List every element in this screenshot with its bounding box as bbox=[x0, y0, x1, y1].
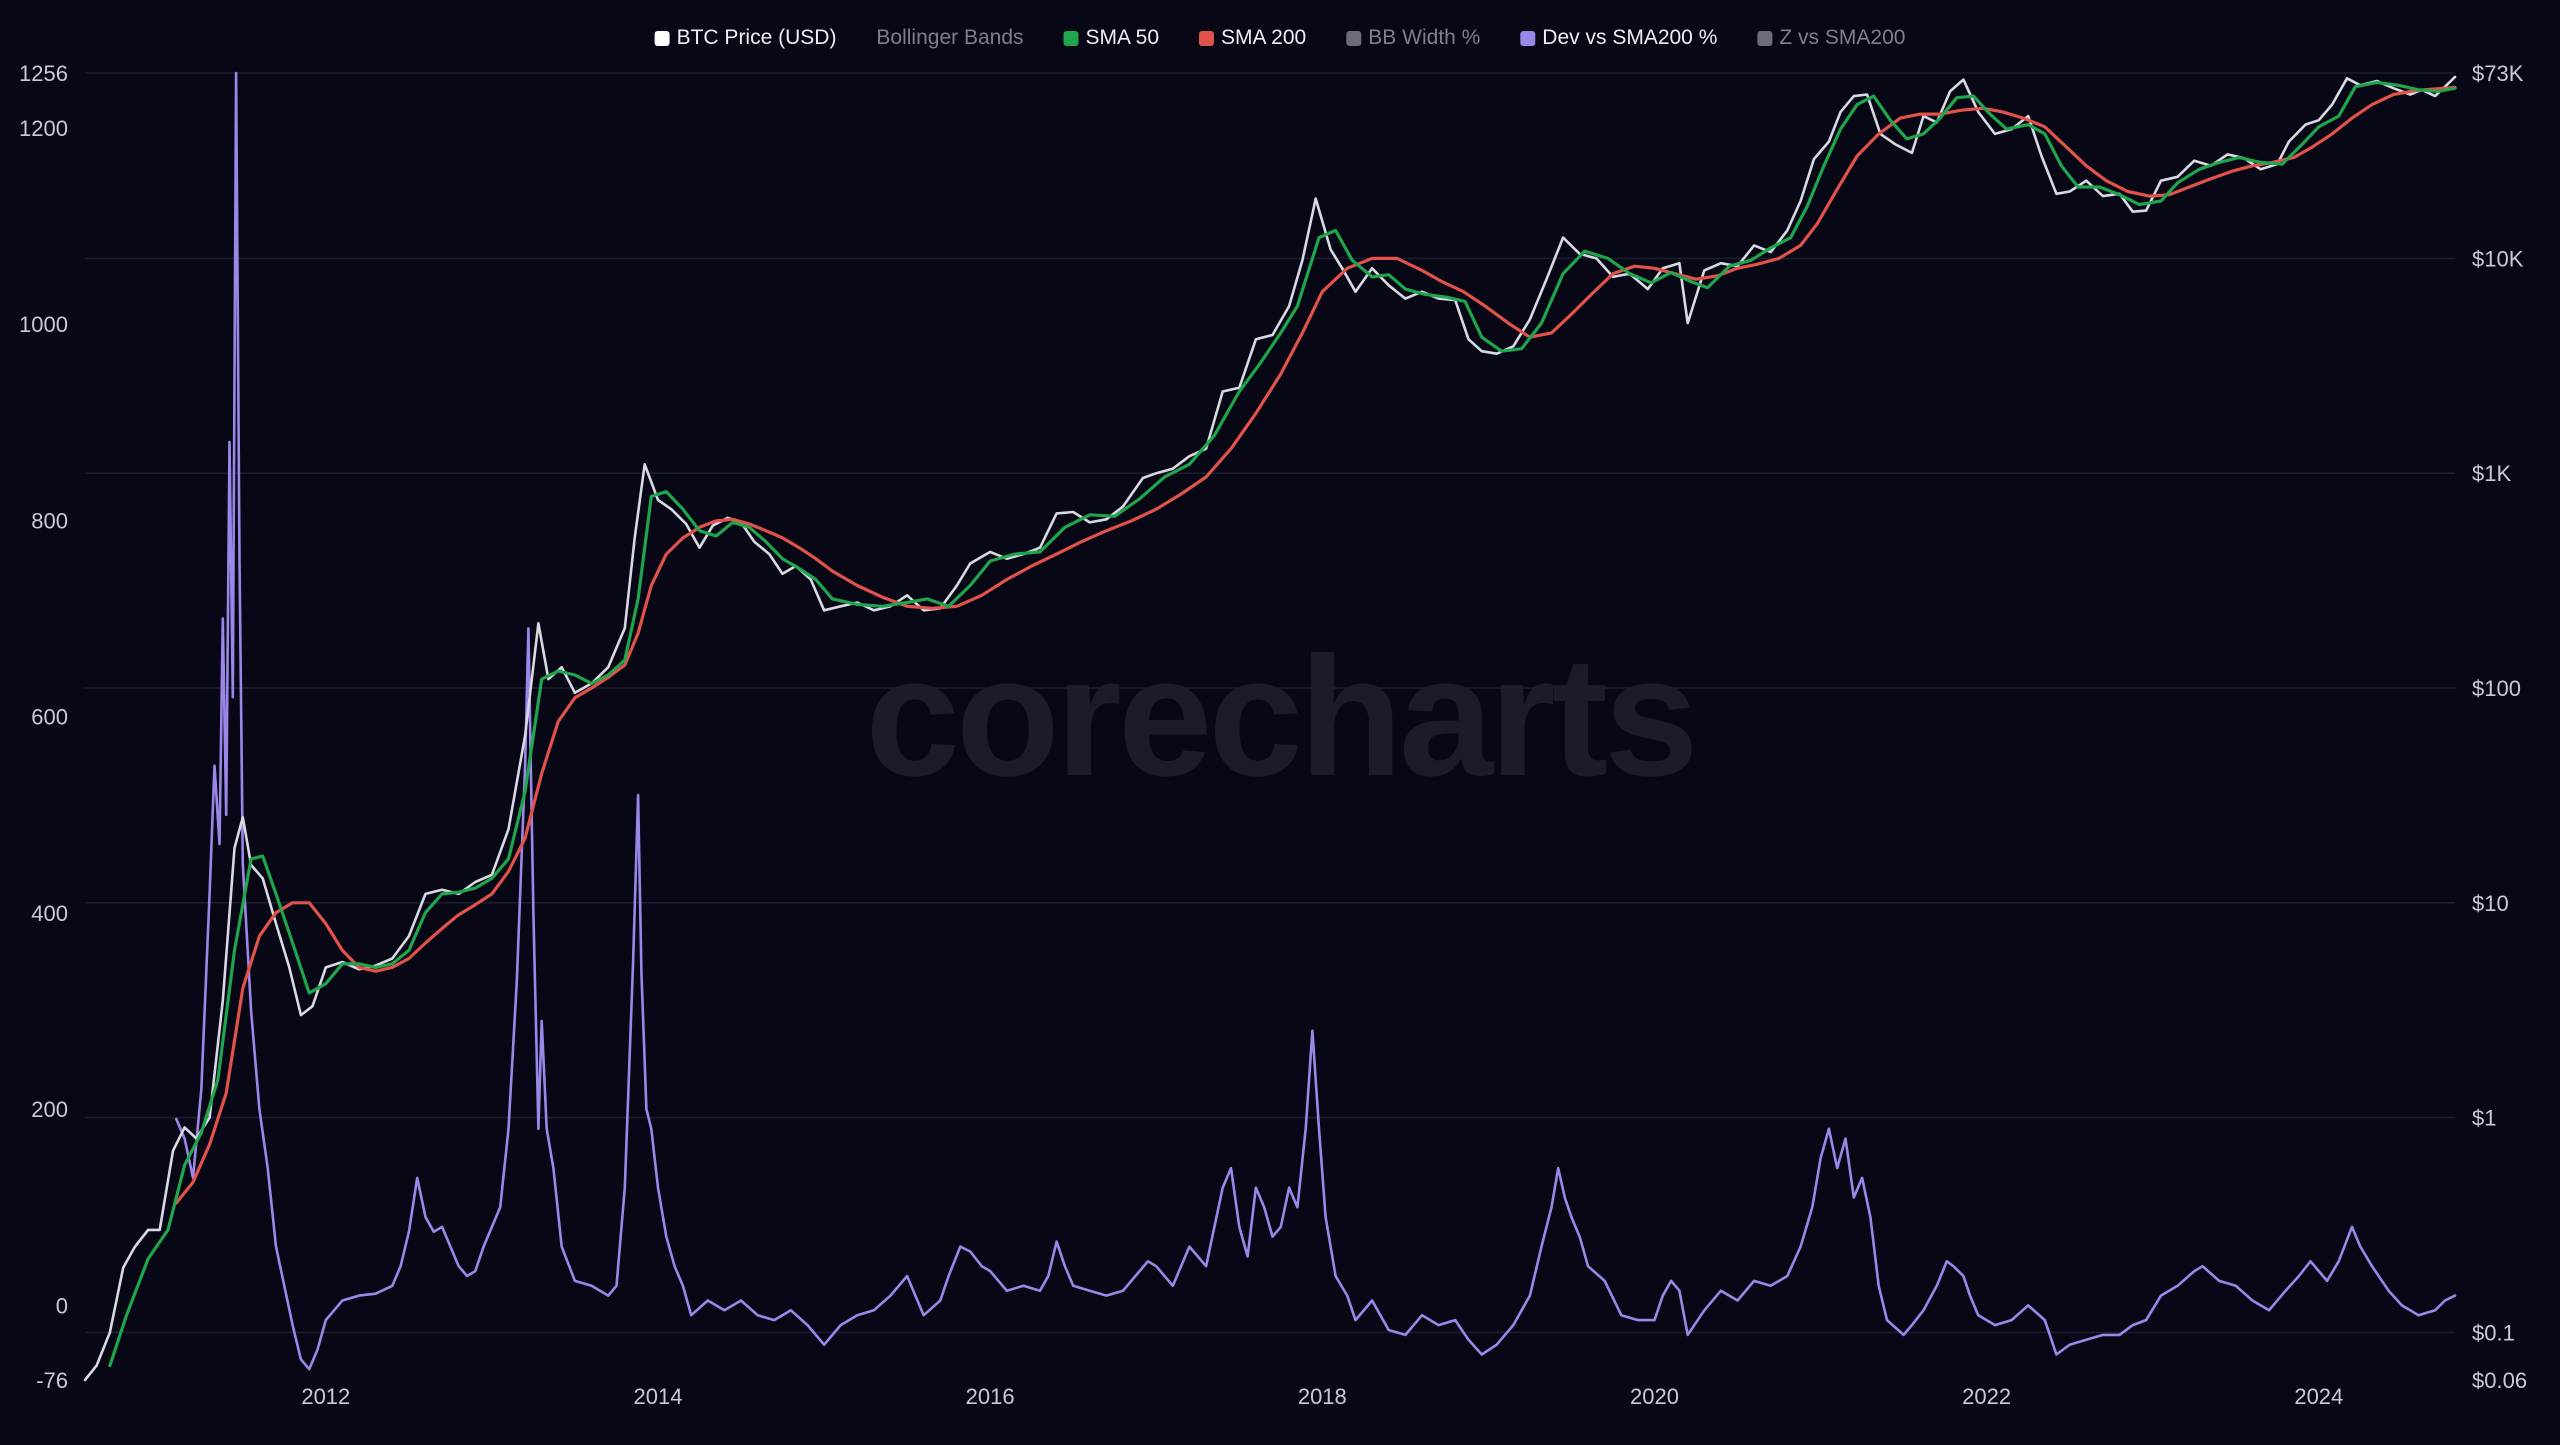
right-axis-tick-label: $0.06 bbox=[2472, 1368, 2527, 1393]
x-axis-tick-label: 2022 bbox=[1962, 1384, 2011, 1409]
x-axis-tick-label: 2012 bbox=[301, 1384, 350, 1409]
x-axis-tick-label: 2024 bbox=[2294, 1384, 2343, 1409]
legend-swatch bbox=[1757, 31, 1773, 46]
watermark-text: corecharts bbox=[865, 622, 1694, 812]
left-axis-tick-label: 1200 bbox=[19, 116, 68, 141]
legend-label: Bollinger Bands bbox=[876, 26, 1023, 49]
series-line-sma-200 bbox=[174, 85, 2457, 1205]
legend-swatch bbox=[1199, 31, 1214, 46]
series-line-btc-price-usd bbox=[83, 75, 2457, 1382]
legend-item[interactable]: Bollinger Bands bbox=[876, 26, 1023, 49]
legend-item[interactable]: BTC Price (USD) bbox=[654, 26, 837, 49]
x-axis-tick-label: 2020 bbox=[1630, 1384, 1679, 1409]
legend-label: BB Width % bbox=[1368, 26, 1480, 49]
left-axis-tick-label: 1000 bbox=[19, 312, 68, 337]
series-layer bbox=[83, 71, 2457, 1382]
x-axis-tick-label: 2014 bbox=[634, 1384, 683, 1409]
legend-label: SMA 50 bbox=[1086, 26, 1160, 49]
legend-item[interactable]: Dev vs SMA200 % bbox=[1520, 26, 1717, 49]
x-axis-tick-label: 2016 bbox=[966, 1384, 1015, 1409]
right-axis: $0.06 $0.1 $1 $10 $100 $1K $10K $73K bbox=[2472, 61, 2527, 1393]
legend-label: BTC Price (USD) bbox=[677, 26, 837, 49]
legend-swatch bbox=[1520, 31, 1536, 46]
legend-swatch bbox=[1063, 31, 1079, 46]
right-axis-tick-label: $1K bbox=[2472, 461, 2511, 486]
legend-item[interactable]: SMA 200 bbox=[1199, 26, 1306, 49]
legend: BTC Price (USD) Bollinger Bands SMA 50 SMA … bbox=[654, 26, 1905, 49]
left-axis-tick-label: 200 bbox=[31, 1097, 68, 1122]
right-axis-tick-label: $73K bbox=[2472, 61, 2524, 86]
series-line-sma-50 bbox=[108, 80, 2457, 1368]
left-axis-tick-label: 0 bbox=[56, 1293, 68, 1318]
right-axis-tick-label: $10 bbox=[2472, 891, 2509, 916]
right-axis-tick-label: $0.1 bbox=[2472, 1320, 2515, 1345]
left-axis-tick-label: 800 bbox=[31, 508, 68, 533]
series-line-dev-vs-sma200 bbox=[175, 71, 2457, 1371]
right-axis-tick-label: $10K bbox=[2472, 246, 2524, 271]
legend-label: SMA 200 bbox=[1221, 26, 1306, 49]
left-axis-tick-label: 600 bbox=[31, 705, 68, 730]
right-axis-tick-label: $100 bbox=[2472, 676, 2521, 701]
left-axis-tick-label: 1256 bbox=[19, 61, 68, 86]
left-axis-tick-label: -76 bbox=[36, 1368, 68, 1393]
legend-item[interactable]: SMA 50 bbox=[1063, 26, 1160, 49]
legend-swatch bbox=[1346, 31, 1362, 46]
legend-swatch bbox=[654, 31, 670, 46]
right-axis-tick-label: $1 bbox=[2472, 1106, 2496, 1131]
x-axis: 2012 2014 2016 2018 2020 2022 2024 bbox=[301, 1384, 2343, 1409]
legend-item[interactable]: BB Width % bbox=[1346, 26, 1480, 49]
legend-label: Z vs SMA200 bbox=[1779, 26, 1905, 49]
x-axis-tick-label: 2018 bbox=[1298, 1384, 1347, 1409]
left-axis-tick-label: 400 bbox=[31, 901, 68, 926]
left-axis: -76 0 200 400 600 800 1000 1200 1256 bbox=[19, 61, 68, 1393]
legend-label: Dev vs SMA200 % bbox=[1542, 26, 1717, 49]
legend-item[interactable]: Z vs SMA200 bbox=[1757, 26, 1905, 49]
